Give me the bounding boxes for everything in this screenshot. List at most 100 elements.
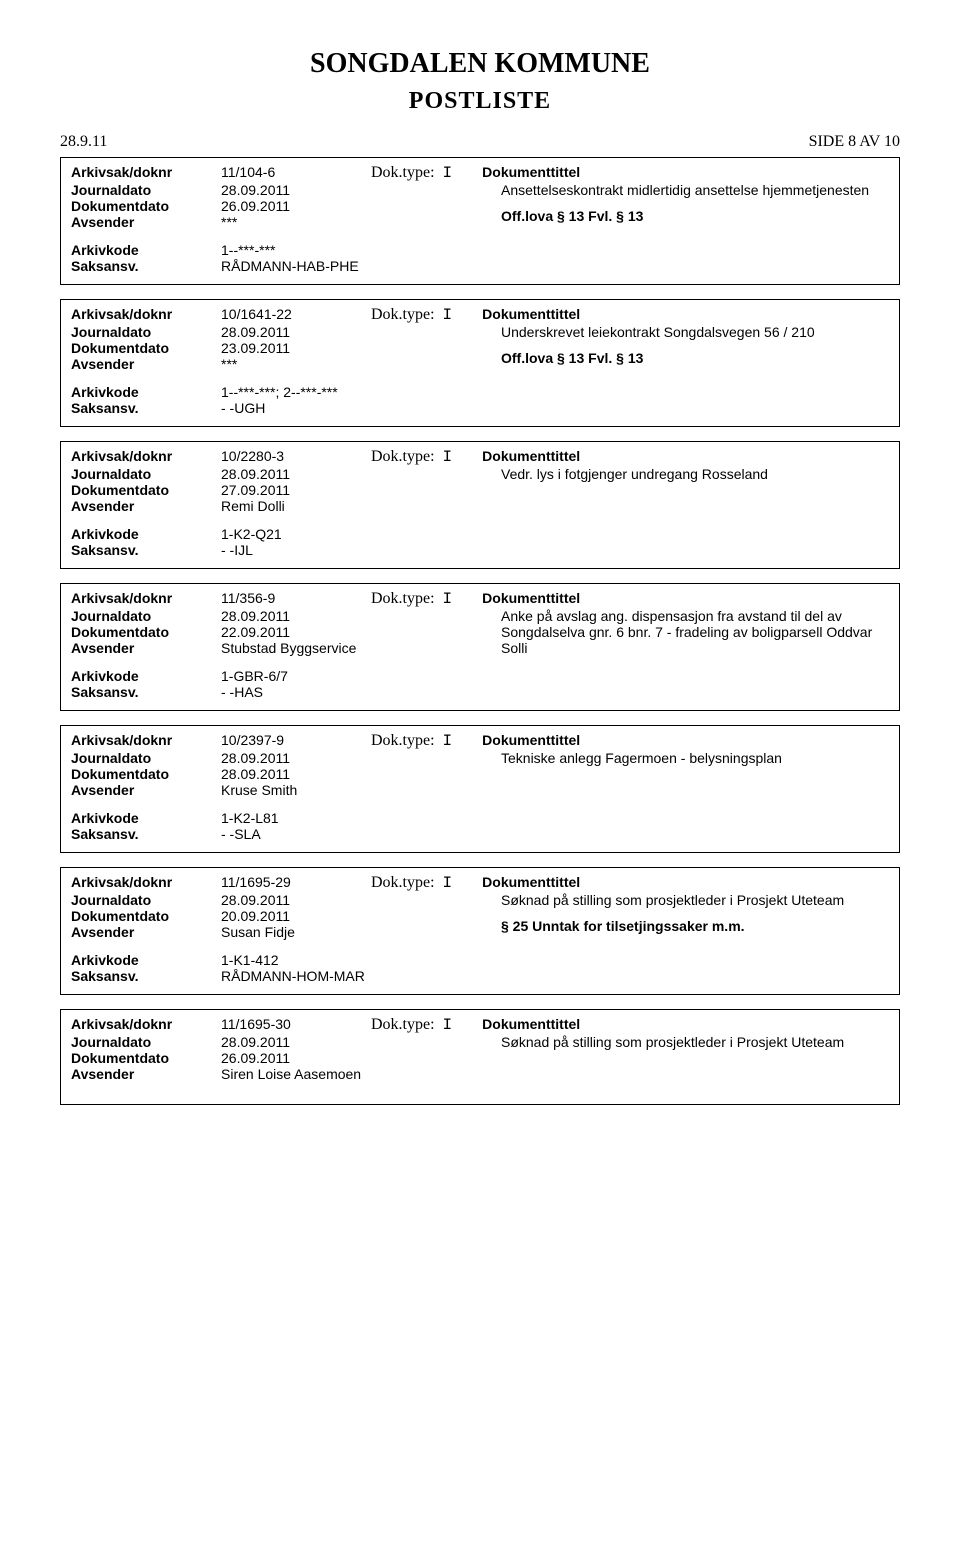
entry-row: Arkivkode1-K2-L81 [71,810,501,826]
dokumentdato-label: Dokumentdato [71,340,221,356]
entry-row: Saksansv.- -UGH [71,400,501,416]
arkivsak-doknr-label: Arkivsak/doknr [71,874,221,890]
entry-left-stack: Journaldato28.09.2011Dokumentdato26.09.2… [71,1034,501,1094]
entry-first-row: Arkivsak/doknr11/356-9Dok.type:IDokument… [71,590,889,608]
top-page-indicator: SIDE 8 AV 10 [809,133,900,151]
journaldato-label: Journaldato [71,1034,221,1050]
arkivsak-doknr-value: 10/1641-22 [221,306,331,322]
journaldato-value: 28.09.2011 [221,608,290,624]
dokumentdato-value: 22.09.2011 [221,624,290,640]
doktype-label: Dok.type: [371,874,435,891]
saksansv-label: Saksansv. [71,684,221,700]
entry-right-column: Dokumenttittel [482,164,889,180]
arkivsak-doknr-value: 11/1695-29 [221,874,331,890]
arkivkode-label: Arkivkode [71,384,221,400]
entry-body: Journaldato28.09.2011Dokumentdato22.09.2… [71,608,889,700]
avsender-value: *** [221,214,237,230]
entry-spacer [71,372,501,384]
dokumenttittel-label: Dokumenttittel [482,732,580,748]
journaldato-value: 28.09.2011 [221,324,290,340]
entry-right-column: Dokumenttittel [482,590,889,606]
saksansv-value: RÅDMANN-HOM-MAR [221,968,365,984]
entry-row: Dokumentdato28.09.2011 [71,766,501,782]
entry-row: Journaldato28.09.2011 [71,750,501,766]
entry-row: AvsenderSiren Loise Aasemoen [71,1066,501,1082]
arkivkode-label: Arkivkode [71,952,221,968]
avsender-value: Siren Loise Aasemoen [221,1066,361,1082]
entry-row: Journaldato28.09.2011 [71,324,501,340]
doktype-label: Dok.type: [371,590,435,607]
doktype-label: Dok.type: [371,732,435,749]
doktype-wrap: Dok.type: I [371,1016,452,1034]
avsender-label: Avsender [71,640,221,656]
entry-right-stack: Ansettelseskontrakt midlertidig ansettel… [501,182,889,274]
doktype-value: I [443,1016,453,1034]
entry-row: Dokumentdato23.09.2011 [71,340,501,356]
entry-row: Avsender*** [71,356,501,372]
journaldato-label: Journaldato [71,182,221,198]
arkivsak-doknr-value: 10/2280-3 [221,448,331,464]
entry-right-stack: Søknad på stilling som prosjektleder i P… [501,892,889,984]
doktype-wrap: Dok.type: I [371,306,452,324]
top-date: 28.9.11 [60,133,107,151]
entry-left-stack: Journaldato28.09.2011Dokumentdato26.09.2… [71,182,501,274]
saksansv-value: - -IJL [221,542,253,558]
entry-row: Avsender*** [71,214,501,230]
arkivsak-doknr-label: Arkivsak/doknr [71,448,221,464]
arkivsak-doknr-label: Arkivsak/doknr [71,732,221,748]
journal-entry: Arkivsak/doknr10/2280-3Dok.type:IDokumen… [60,441,900,569]
avsender-label: Avsender [71,214,221,230]
journal-entry: Arkivsak/doknr10/1641-22Dok.type:IDokume… [60,299,900,427]
doktype-wrap: Dok.type:I [371,448,452,466]
dokumentdato-value: 20.09.2011 [221,908,290,924]
page-subtitle: POSTLISTE [60,88,900,115]
arkivsak-doknr-value: 10/2397-9 [221,732,331,748]
journal-entry: Arkivsak/doknr11/356-9Dok.type:IDokument… [60,583,900,711]
arkivkode-value: 1-K2-Q21 [221,526,282,542]
dokumentdato-label: Dokumentdato [71,766,221,782]
dokumenttittel-label: Dokumenttittel [482,590,580,606]
avsender-label: Avsender [71,1066,221,1082]
arkivsak-doknr-value: 11/104-6 [221,164,331,180]
entry-body: Journaldato28.09.2011Dokumentdato28.09.2… [71,750,889,842]
doktype-value: I [443,306,453,324]
page-main-title: SONGDALEN KOMMUNE [60,48,900,80]
entry-title-text: Tekniske anlegg Fagermoen - belysningspl… [501,750,889,766]
journaldato-value: 28.09.2011 [221,750,290,766]
dokumenttittel-label: Dokumenttittel [482,1016,580,1032]
entry-row: Saksansv.RÅDMANN-HOM-MAR [71,968,501,984]
doktype-label: Dok.type: [371,164,435,181]
doktype-value: I [443,874,453,892]
entry-left-stack: Journaldato28.09.2011Dokumentdato20.09.2… [71,892,501,984]
entry-right-column: Dokumenttittel [482,732,889,748]
avsender-value: Stubstad Byggservice [221,640,356,656]
journal-entry: Arkivsak/doknr11/1695-29 Dok.type: I Dokume… [60,867,900,995]
entry-right-stack: Underskrevet leiekontrakt Songdalsvegen … [501,324,889,416]
arkivsak-doknr-label: Arkivsak/doknr [71,1016,221,1032]
entry-row: AvsenderRemi Dolli [71,498,501,514]
entry-left-stack: Journaldato28.09.2011Dokumentdato22.09.2… [71,608,501,700]
entry-body: Journaldato28.09.2011Dokumentdato27.09.2… [71,466,889,558]
entry-restriction: Off.lova § 13 Fvl. § 13 [501,350,889,366]
entry-row: Journaldato28.09.2011 [71,1034,501,1050]
doktype-label: Dok.type: [371,448,435,465]
entry-row: Dokumentdato26.09.2011 [71,1050,501,1066]
entry-first-row: Arkivsak/doknr11/104-6Dok.type:IDokument… [71,164,889,182]
entry-right-stack: Tekniske anlegg Fagermoen - belysningspl… [501,750,889,842]
dokumenttittel-label: Dokumenttittel [482,306,580,322]
dokumenttittel-label: Dokumenttittel [482,874,580,890]
avsender-value: Kruse Smith [221,782,297,798]
entry-body: Journaldato28.09.2011Dokumentdato20.09.2… [71,892,889,984]
saksansv-value: - -HAS [221,684,263,700]
arkivsak-doknr-label: Arkivsak/doknr [71,164,221,180]
arkivkode-label: Arkivkode [71,810,221,826]
doktype-label: Dok.type: [371,1016,435,1033]
entry-row: Arkivkode1--***-*** [71,242,501,258]
doktype-label: Dok.type: [371,306,435,323]
entry-right-column: Dokumenttittel [482,306,889,322]
dokumentdato-value: 28.09.2011 [221,766,290,782]
dokumentdato-label: Dokumentdato [71,908,221,924]
entry-row: Saksansv.- -HAS [71,684,501,700]
entry-left-stack: Journaldato28.09.2011Dokumentdato27.09.2… [71,466,501,558]
journaldato-value: 28.09.2011 [221,892,290,908]
